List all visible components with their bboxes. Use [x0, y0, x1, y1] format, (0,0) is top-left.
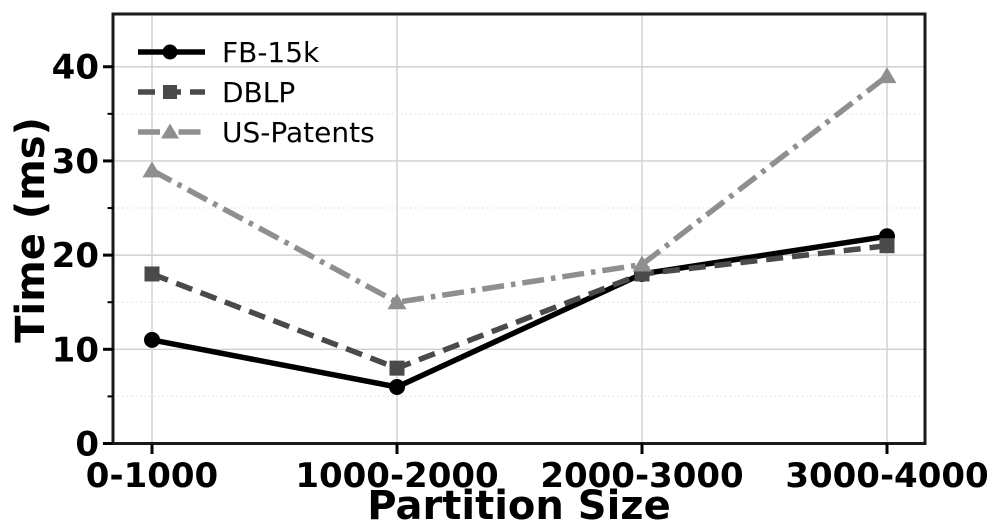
- series-line-fb-15k: [151, 233, 888, 390]
- y-axis-title: Time (ms): [8, 117, 54, 343]
- x-tick-label: 1000-2000: [295, 456, 498, 496]
- y-tick-label: 30: [52, 142, 99, 182]
- series-marker-us-patents: [387, 293, 407, 310]
- series-marker-fb-15k: [389, 378, 405, 395]
- series-marker-us-patents: [142, 161, 162, 178]
- x-tick-label: 0-1000: [86, 456, 218, 496]
- series-marker-dblp: [879, 238, 895, 254]
- legend-label-dblp: DBLP: [222, 76, 295, 109]
- axes-frame: [111, 12, 927, 445]
- series-marker-us-patents: [877, 67, 897, 84]
- y-tick-label: 40: [52, 48, 99, 88]
- x-tick-label: 2000-3000: [540, 456, 743, 496]
- series-line-us-patents: [150, 73, 889, 306]
- legend-marker-dblp: [163, 85, 177, 99]
- y-tick-label: 20: [52, 236, 99, 276]
- series-marker-us-patents: [632, 255, 652, 272]
- legend-marker-us-patents: [161, 123, 179, 139]
- legend-label-us-patents: US-Patents: [222, 116, 375, 149]
- series-marker-dblp: [144, 266, 160, 282]
- x-axis-title: Partition Size: [367, 483, 671, 527]
- y-tick-label: 0: [75, 425, 99, 465]
- y-tick-label: 10: [52, 330, 99, 370]
- series-marker-dblp: [389, 360, 405, 376]
- legend-marker-fb-15k: [162, 44, 178, 60]
- legend-label-fb-15k: FB-15k: [222, 36, 320, 69]
- series-line-dblp: [151, 242, 888, 372]
- series-marker-fb-15k: [144, 331, 160, 348]
- x-tick-label: 3000-4000: [785, 456, 988, 496]
